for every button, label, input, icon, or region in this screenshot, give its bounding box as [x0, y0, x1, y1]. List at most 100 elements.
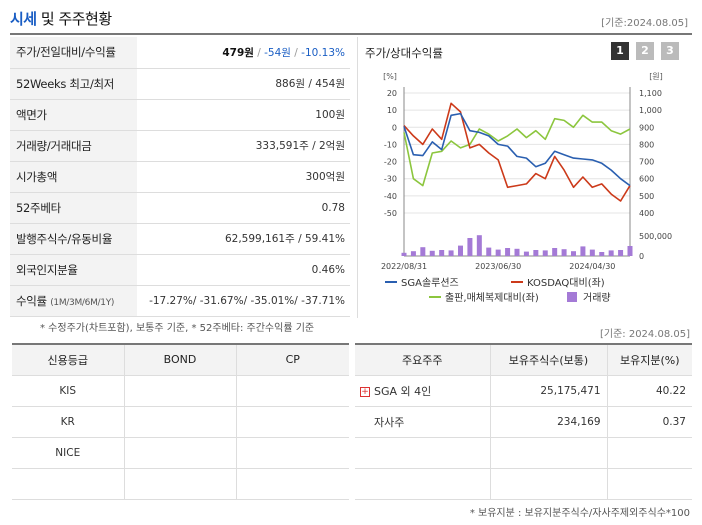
shareholder-name-cell[interactable]: + SGA 외 4인	[355, 375, 491, 407]
table-row: + SGA 외 4인 25,175,471 40.22	[355, 375, 692, 407]
row-label: 거래량/거래대금	[10, 130, 137, 161]
right-tick-label: 1,100	[639, 89, 662, 98]
table-row: 자사주 234,169 0.37	[355, 406, 692, 438]
volume-bar	[429, 250, 435, 256]
chart-page-2-button[interactable]: 2	[636, 42, 654, 60]
table-header-row: 주요주주 보유주식수(보통) 보유지분(%)	[355, 344, 692, 376]
price-change-value: 479원 / -54원 / -10.13%	[137, 37, 350, 68]
volume-bar	[599, 252, 605, 256]
table-row: 시가총액 300억원	[10, 161, 350, 192]
row-value: 0.78	[321, 201, 345, 214]
legend-sga-label: SGA솔루션즈	[401, 277, 459, 289]
shareholder-name: 자사주	[355, 406, 491, 438]
volume-bar	[495, 249, 501, 256]
table-cell: KR	[12, 406, 125, 438]
sector-relative-line	[403, 114, 631, 187]
legend-volume-label: 거래량	[583, 292, 611, 304]
expand-plus-icon[interactable]: +	[360, 386, 370, 397]
sga-price-line	[403, 112, 631, 187]
legend-kosdaq-label: KOSDAQ대비(좌)	[527, 277, 605, 289]
separator: /	[290, 46, 302, 59]
right-tick-label: 1,000	[639, 106, 662, 115]
right-tick-label: 800	[639, 140, 654, 149]
row-value: 0.46%	[311, 263, 345, 276]
table-row	[355, 437, 692, 469]
table-row: 거래량/거래대금 333,591주 / 2억원	[10, 130, 350, 161]
row-label-sub: (1M/3M/6M/1Y)	[50, 297, 115, 308]
row-label: 52주베타	[10, 192, 137, 223]
table-row	[12, 468, 349, 500]
table-header-row: 신용등급 BOND CP	[12, 344, 349, 376]
column-header: CP	[236, 344, 349, 376]
table-cell	[236, 375, 349, 407]
left-tick-label: -20	[384, 158, 397, 167]
title-accent: 시세	[10, 10, 37, 28]
row-value: 300억원	[305, 171, 345, 183]
chart-page-1-button[interactable]: 1	[611, 42, 629, 60]
table-cell	[124, 406, 237, 438]
volume-bar	[486, 247, 492, 256]
volume-bar	[448, 250, 454, 256]
row-value: -17.27%/ -31.67%/ -35.01%/ -37.71%	[149, 294, 345, 307]
volume-bar	[420, 247, 426, 256]
volume-bar	[542, 250, 548, 256]
return-value: -10.13%	[301, 46, 345, 59]
chart-page-3-button[interactable]: 3	[661, 42, 679, 60]
shares-cell: 234,169	[490, 406, 608, 438]
volume-bar	[514, 248, 520, 256]
gridlines	[403, 87, 631, 257]
left-tick-label: -50	[384, 209, 397, 218]
row-value: 333,591주 / 2억원	[255, 140, 345, 152]
as-of-date-2: [기준: 2024.08.05]	[599, 329, 690, 340]
left-tick-label: 0	[392, 123, 397, 132]
table-cell	[236, 468, 349, 500]
volume-bar	[476, 235, 482, 256]
left-tick-label: 10	[387, 106, 397, 115]
left-unit-label: [%]	[383, 72, 397, 81]
shareholder-name: SGA 외 4인	[374, 384, 432, 398]
left-axis: [%] 20 10 0 -10 -20 -30 -40 -50	[383, 72, 397, 218]
volume-bar	[608, 250, 614, 256]
separator: /	[253, 46, 265, 59]
x-tick-label: 2024/04/30	[569, 262, 615, 271]
as-of-date: [기준:2024.08.05]	[601, 18, 688, 29]
table-cell	[124, 468, 237, 500]
volume-bar	[505, 248, 511, 256]
right-tick-label: 500	[639, 192, 654, 201]
pct-cell: 0.37	[607, 406, 692, 438]
table-cell	[124, 437, 237, 469]
column-header: 주요주주	[355, 344, 491, 376]
right-axis: [원] 1,100 1,000 900 800 700 600 500 400 500,000 0	[639, 72, 672, 261]
stock-chart: [%] 20 10 0 -10 -20 -30 -40 -50 [원] 1,100 1,000 900…	[381, 72, 672, 304]
row-label: 발행주식수/유동비율	[10, 223, 137, 254]
table-row: NICE	[12, 437, 349, 469]
price-summary-table: 주가/전일대비/수익률 479원 / -54원 / -10.13% 52Week…	[10, 37, 350, 317]
chart-panel	[357, 37, 692, 318]
left-tick-label: 20	[387, 89, 397, 98]
row-value: 100원	[315, 109, 345, 121]
volume-bar	[580, 246, 586, 256]
right-tick-label: 900	[639, 123, 654, 132]
footnote-2: * 보유지분 : 보유지분주식수/자사주제외주식수*100	[469, 508, 690, 519]
table-cell	[124, 375, 237, 407]
right-tick-label: 700	[639, 158, 654, 167]
volume-bar	[571, 251, 576, 256]
x-axis: 2022/08/31 2023/06/30 2024/04/30	[381, 262, 615, 271]
table-row: 주가/전일대비/수익률 479원 / -54원 / -10.13%	[10, 37, 350, 68]
volume-bar	[410, 251, 416, 256]
kosdaq-relative-line	[403, 102, 631, 202]
table-row	[355, 468, 692, 500]
table-row: 발행주식수/유동비율 62,599,161주 / 59.41%	[10, 223, 350, 254]
row-label-text: 수익률	[16, 293, 47, 308]
table-cell: NICE	[12, 437, 125, 469]
row-label: 주가/전일대비/수익률	[10, 37, 137, 68]
table-cell: KIS	[12, 375, 125, 407]
right-tick-label: 400	[639, 209, 654, 218]
row-label: 수익률 (1M/3M/6M/1Y)	[10, 285, 137, 316]
row-label: 외국인지분율	[10, 254, 137, 285]
volume-bar	[401, 252, 407, 256]
column-header: BOND	[124, 344, 237, 376]
left-tick-label: -40	[384, 192, 397, 201]
volume-bar	[552, 248, 558, 256]
row-label: 액면가	[10, 99, 137, 130]
